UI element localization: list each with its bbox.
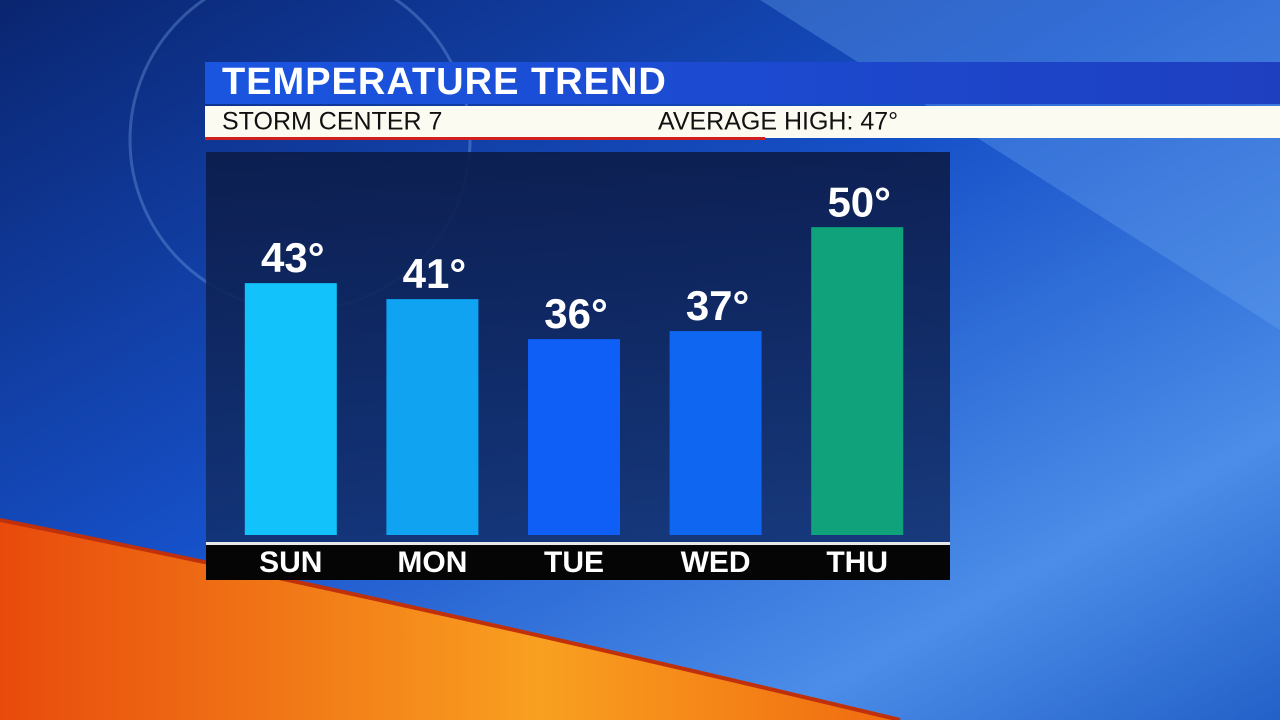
bar — [244, 283, 337, 535]
value-label: 43° — [261, 234, 325, 281]
subtitle-band — [205, 106, 1280, 138]
strip-line — [206, 542, 950, 545]
chart-title: TEMPERATURE TREND — [222, 61, 667, 103]
x-tick-label: TUE — [544, 546, 604, 579]
bar — [528, 339, 620, 535]
bar — [811, 227, 904, 535]
x-tick-label: THU — [826, 546, 888, 579]
x-tick-label: MON — [397, 546, 467, 579]
category-strip — [206, 545, 950, 580]
title-band — [205, 62, 1280, 104]
swoosh-edge — [0, 518, 901, 720]
value-label: 41° — [403, 250, 467, 297]
chart-subtitle: STORM CENTER 7 — [222, 108, 442, 136]
x-tick-label: SUN — [259, 546, 322, 579]
x-tick-label: WED — [681, 546, 751, 579]
annotation: AVERAGE HIGH: 47° — [658, 108, 898, 136]
value-label: 37° — [686, 282, 750, 329]
bar — [386, 299, 479, 535]
value-label: 36° — [544, 290, 608, 337]
bar — [669, 331, 762, 535]
value-label: 50° — [827, 178, 891, 225]
subtitle-underline — [205, 137, 765, 140]
